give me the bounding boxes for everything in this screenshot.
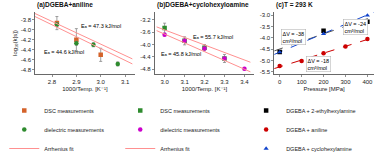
svg-text:(b)DGEBA+cyclohexyloamine: (b)DGEBA+cyclohexyloamine	[157, 1, 249, 9]
svg-text:3.2: 3.2	[200, 79, 209, 85]
svg-text:-4.4: -4.4	[140, 54, 151, 60]
svg-text:3.0: 3.0	[160, 79, 169, 85]
svg-text:-4.0: -4.0	[260, 35, 271, 41]
svg-text:2.8: 2.8	[48, 79, 57, 85]
svg-text:DGEBA + aniline: DGEBA + aniline	[286, 127, 327, 133]
svg-text:3.3: 3.3	[220, 79, 229, 85]
svg-text:Eₐ = 55.7 kJ/mol: Eₐ = 55.7 kJ/mol	[193, 34, 233, 40]
svg-text:ΔV = -38cm³/mol: ΔV = -38cm³/mol	[283, 31, 305, 44]
svg-text:DGEBA + 2-ethylhexylamine: DGEBA + 2-ethylhexylamine	[286, 108, 356, 114]
svg-text:ΔV = -18cm³/mol: ΔV = -18cm³/mol	[308, 58, 330, 71]
svg-text:ΔV = -24cm³/mol: ΔV = -24cm³/mol	[345, 21, 367, 34]
svg-text:-3.8: -3.8	[21, 17, 32, 23]
svg-text:-3.6: -3.6	[140, 29, 151, 35]
svg-text:(a)DGEBA+aniline: (a)DGEBA+aniline	[37, 1, 93, 9]
svg-text:3.0: 3.0	[97, 79, 106, 85]
svg-text:1000/Temp. [K⁻¹]: 1000/Temp. [K⁻¹]	[182, 86, 228, 92]
svg-text:-4.0: -4.0	[21, 27, 32, 33]
svg-text:400: 400	[362, 79, 373, 85]
svg-text:Eₐ = 44.6 kJ/mol: Eₐ = 44.6 kJ/mol	[44, 49, 84, 55]
svg-text:-3.2: -3.2	[140, 17, 151, 23]
svg-text:Pressure [MPa]: Pressure [MPa]	[303, 86, 345, 92]
svg-text:3.1: 3.1	[180, 79, 189, 85]
svg-text:3.4: 3.4	[240, 79, 249, 85]
svg-text:DSC measurements: DSC measurements	[160, 108, 210, 114]
svg-text:-4.0: -4.0	[140, 42, 151, 48]
svg-text:-3.0: -3.0	[260, 12, 271, 18]
svg-text:Eₐ = 47.3 kJ/mol: Eₐ = 47.3 kJ/mol	[81, 23, 121, 29]
svg-text:3.1: 3.1	[121, 79, 130, 85]
svg-text:100: 100	[297, 79, 308, 85]
svg-text:-3.5: -3.5	[260, 24, 271, 30]
svg-text:(c)T = 293 K: (c)T = 293 K	[276, 1, 313, 9]
svg-text:Arrhenius fit: Arrhenius fit	[44, 146, 74, 152]
svg-text:Arrhenius fit: Arrhenius fit	[160, 146, 190, 152]
svg-text:-4.8: -4.8	[140, 66, 151, 72]
svg-text:-4.6: -4.6	[21, 57, 32, 63]
svg-text:0: 0	[278, 79, 282, 85]
svg-text:DGEBA + cyclohexylamine: DGEBA + cyclohexylamine	[286, 146, 352, 152]
svg-text:DSC measurements: DSC measurements	[44, 108, 94, 114]
svg-text:300: 300	[340, 79, 351, 85]
svg-text:2.9: 2.9	[72, 79, 81, 85]
svg-text:dielectric measurements: dielectric measurements	[44, 127, 104, 133]
svg-text:dielectric measurements: dielectric measurements	[160, 127, 220, 133]
svg-text:1000/Temp. [K⁻¹]: 1000/Temp. [K⁻¹]	[62, 86, 108, 92]
svg-text:Eₐ = 45.8 kJ/mol: Eₐ = 45.8 kJ/mol	[161, 51, 201, 57]
svg-text:-4.8: -4.8	[21, 67, 32, 73]
svg-text:200: 200	[319, 79, 330, 85]
svg-text:-4.4: -4.4	[21, 47, 32, 53]
svg-text:-5.0: -5.0	[260, 58, 271, 64]
svg-text:-4.2: -4.2	[21, 37, 32, 43]
svg-text:log₁₀(k[s]): log₁₀(k[s])	[12, 30, 18, 56]
svg-text:-5.5: -5.5	[260, 69, 271, 75]
svg-text:-4.5: -4.5	[260, 46, 271, 52]
